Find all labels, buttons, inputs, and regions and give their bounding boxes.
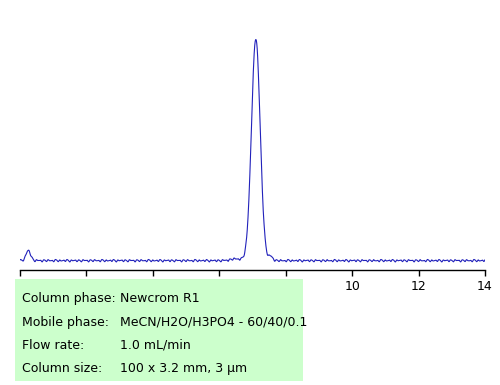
Text: Mobile phase:: Mobile phase: bbox=[22, 316, 110, 328]
Text: 100 x 3.2 mm, 3 μm: 100 x 3.2 mm, 3 μm bbox=[120, 362, 247, 375]
Text: Column size:: Column size: bbox=[22, 362, 103, 375]
Text: Column phase:: Column phase: bbox=[22, 292, 116, 305]
Text: Newcrom R1: Newcrom R1 bbox=[120, 292, 200, 305]
Text: Flow rate:: Flow rate: bbox=[22, 339, 85, 352]
Text: MeCN/H2O/H3PO4 - 60/40/0.1: MeCN/H2O/H3PO4 - 60/40/0.1 bbox=[120, 316, 308, 328]
Text: 1.0 mL/min: 1.0 mL/min bbox=[120, 339, 191, 352]
